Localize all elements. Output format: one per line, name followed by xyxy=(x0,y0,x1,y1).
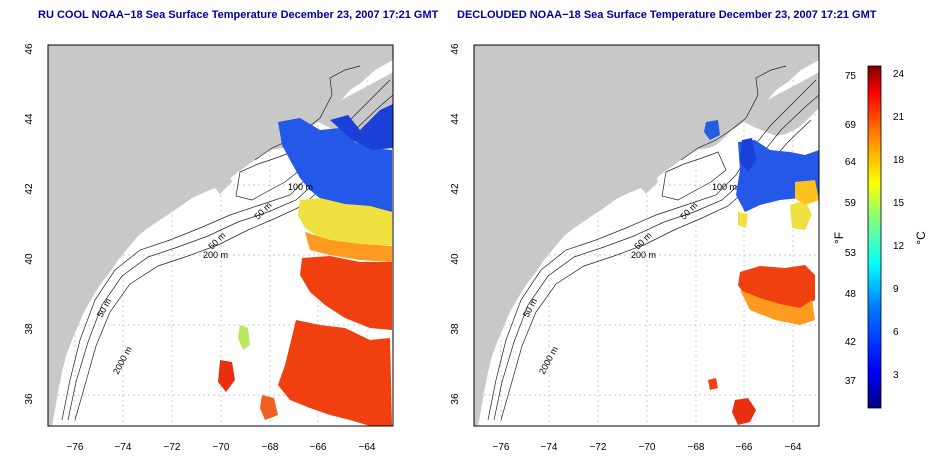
c-tick-label: 21 xyxy=(893,112,905,123)
f-tick-label: 75 xyxy=(845,71,857,82)
left-map-land xyxy=(48,45,393,426)
f-tick-label: 48 xyxy=(845,289,857,300)
x-tick-label: −68 xyxy=(262,442,279,453)
left-map-frame xyxy=(47,44,394,427)
colorbar-fahrenheit-ticks: 75 69 64 59 53 48 42 37 xyxy=(845,71,857,387)
right-map-y-axis: 46 44 42 40 38 36 xyxy=(450,43,461,405)
right-map-frame xyxy=(473,44,820,427)
y-tick-label: 46 xyxy=(450,43,461,55)
x-tick-label: −68 xyxy=(688,442,705,453)
x-tick-label: −76 xyxy=(67,442,84,453)
y-tick-label: 44 xyxy=(24,113,35,125)
temperature-colorbar: 75 69 64 59 53 48 42 37 24 21 18 15 12 9… xyxy=(832,65,928,409)
colorbar-celsius-ticks: 24 21 18 15 12 9 6 3 xyxy=(893,69,905,381)
right-map-title: DECLOUDED NOAA−18 Sea Surface Temperatur… xyxy=(457,9,877,21)
x-tick-label: −72 xyxy=(164,442,181,453)
colorbar-f-unit: °F xyxy=(832,232,846,244)
isobath-label: 200 m xyxy=(203,250,228,260)
left-map-x-axis: −76 −74 −72 −70 −68 −66 −64 xyxy=(67,442,376,453)
c-tick-label: 9 xyxy=(893,284,899,295)
left-map-title: RU COOL NOAA−18 Sea Surface Temperature … xyxy=(38,9,439,21)
x-tick-label: −66 xyxy=(310,442,327,453)
x-tick-label: −72 xyxy=(590,442,607,453)
x-tick-label: −66 xyxy=(736,442,753,453)
c-tick-label: 15 xyxy=(893,198,905,209)
isobath-label: 100 m xyxy=(712,182,737,192)
c-tick-label: 12 xyxy=(893,241,905,252)
y-tick-label: 44 xyxy=(450,113,461,125)
left-map[interactable]: 200 m 50 m 100 m 50 m 2000 m 50 m −76 −7… xyxy=(24,43,394,453)
left-map-sst-data xyxy=(218,104,393,426)
x-tick-label: −64 xyxy=(359,442,376,453)
y-tick-label: 40 xyxy=(450,253,461,265)
y-tick-label: 42 xyxy=(24,183,35,195)
c-tick-label: 18 xyxy=(893,155,905,166)
right-map-land xyxy=(474,45,819,426)
x-tick-label: −76 xyxy=(493,442,510,453)
x-tick-label: −64 xyxy=(785,442,802,453)
f-tick-label: 59 xyxy=(845,198,857,209)
colorbar-c-unit: °C xyxy=(914,231,928,245)
f-tick-label: 53 xyxy=(845,248,857,259)
c-tick-label: 24 xyxy=(893,69,905,80)
x-tick-label: −70 xyxy=(639,442,656,453)
f-tick-label: 64 xyxy=(845,157,857,168)
c-tick-label: 3 xyxy=(893,370,899,381)
right-map[interactable]: 200 m 50 m 100 m 50 m 2000 m 50 m −76 −7… xyxy=(450,43,820,453)
right-map-cape-cod xyxy=(641,176,658,194)
y-tick-label: 38 xyxy=(450,323,461,335)
y-tick-label: 46 xyxy=(24,43,35,55)
x-tick-label: −74 xyxy=(115,442,132,453)
left-map-cape-cod xyxy=(215,176,232,194)
isobath-label: 100 m xyxy=(288,182,313,192)
colorbar-gradient xyxy=(867,65,882,409)
c-tick-label: 6 xyxy=(893,327,899,338)
x-tick-label: −70 xyxy=(213,442,230,453)
y-tick-label: 42 xyxy=(450,183,461,195)
y-tick-label: 36 xyxy=(450,393,461,405)
right-map-x-axis: −76 −74 −72 −70 −68 −66 −64 xyxy=(493,442,802,453)
f-tick-label: 69 xyxy=(845,120,857,131)
x-tick-label: −74 xyxy=(541,442,558,453)
f-tick-label: 42 xyxy=(845,337,857,348)
f-tick-label: 37 xyxy=(845,376,857,387)
y-tick-label: 40 xyxy=(24,253,35,265)
right-map-sst-data xyxy=(704,120,819,425)
left-map-y-axis: 46 44 42 40 38 36 xyxy=(24,43,35,405)
y-tick-label: 36 xyxy=(24,393,35,405)
y-tick-label: 38 xyxy=(24,323,35,335)
right-map-nova-scotia xyxy=(744,72,819,136)
isobath-label: 200 m xyxy=(631,250,656,260)
